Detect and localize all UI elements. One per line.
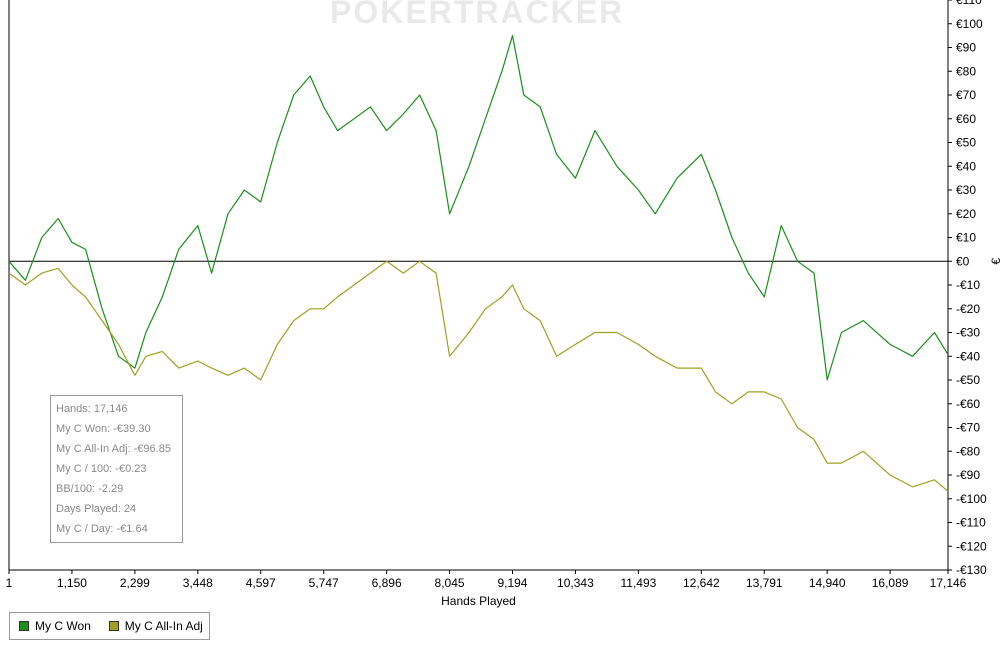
x-tick-label: 16,089 [872,576,909,590]
y-tick-label: €10 [956,231,976,245]
x-axis-title: Hands Played [441,594,516,608]
y-tick-label: €60 [956,112,976,126]
y-tick-label: €110 [956,0,982,7]
x-tick-label: 1 [6,576,13,590]
y-tick-label: -€120 [956,539,987,553]
y-tick-label: €100 [956,17,983,31]
x-tick-label: 13,791 [746,576,783,590]
stats-perday: My C / Day: -€1.64 [56,523,148,535]
y-tick-label: €30 [956,183,976,197]
y-tick-label: €0 [956,254,970,268]
y-tick-label: €70 [956,88,976,102]
stats-allin: My C All-In Adj: -€96.85 [56,443,171,455]
legend-item-won[interactable]: My C Won [19,619,91,633]
y-tick-label: -€30 [956,326,980,340]
x-tick-label: 9,194 [497,576,527,590]
series-line-won [8,34,949,381]
y-tick-label: €50 [956,136,976,150]
y-tick-label: -€90 [956,468,980,482]
x-tick-label: 4,597 [246,576,276,590]
y-tick-label: -€100 [956,492,987,506]
x-tick-label: 11,493 [620,576,656,590]
series-layer [8,34,949,492]
x-tick-label: 3,448 [183,576,213,590]
series-line-allin [8,260,949,492]
y-tick-label: €40 [956,159,976,173]
x-tick-label: 14,940 [809,576,846,590]
y-tick-label: -€10 [956,278,980,292]
x-tick-label: 1,150 [57,576,87,590]
x-tick-label: 6,896 [372,576,402,590]
x-tick-label: 17,146 [930,576,967,590]
y-axis-title: € [989,258,1003,265]
legend-label-allin: My C All-In Adj [124,619,203,633]
x-tick-label: 5,747 [309,576,339,590]
x-tick-label: 8,045 [435,576,465,590]
x-tick-label: 12,642 [683,576,720,590]
y-tick-label: -€110 [956,516,986,530]
stats-won: My C Won: -€39.30 [56,423,151,435]
stats-per100: My C / 100: -€0.23 [56,463,147,475]
legend-item-allin[interactable]: My C All-In Adj [108,619,203,633]
legend-swatch-allin [108,621,119,631]
stats-box: Hands: 17,146 My C Won: -€39.30 My C All… [50,395,183,543]
y-tick-label: €20 [956,207,976,221]
stats-days: Days Played: 24 [56,503,137,515]
y-tick-label: -€50 [956,373,980,387]
watermark-logo: POKERTRACKER [330,0,625,30]
y-tick-label: -€70 [956,421,980,435]
stats-bb100: BB/100: -2.29 [56,483,124,495]
legend: My C Won My C All-In Adj [9,612,210,640]
y-tick-label: -€40 [956,349,980,363]
legend-label-won: My C Won [35,619,91,633]
x-tick-label: 2,299 [120,576,150,590]
tick-layer: €110 €100 €90 €80 €70 €60 €50 €40 €30 €20 €10 €0 -€1… [6,0,1003,608]
y-tick-label: €90 [956,41,976,55]
y-tick-label: -€80 [956,444,980,458]
y-tick-label: €80 [956,64,976,78]
legend-swatch-won [19,621,29,631]
stats-hands: Hands: 17,146 [56,403,128,415]
y-tick-label: -€130 [956,563,987,577]
y-tick-label: -€60 [956,397,980,411]
y-tick-label: -€20 [956,302,980,316]
x-tick-label: 10,343 [557,576,594,590]
